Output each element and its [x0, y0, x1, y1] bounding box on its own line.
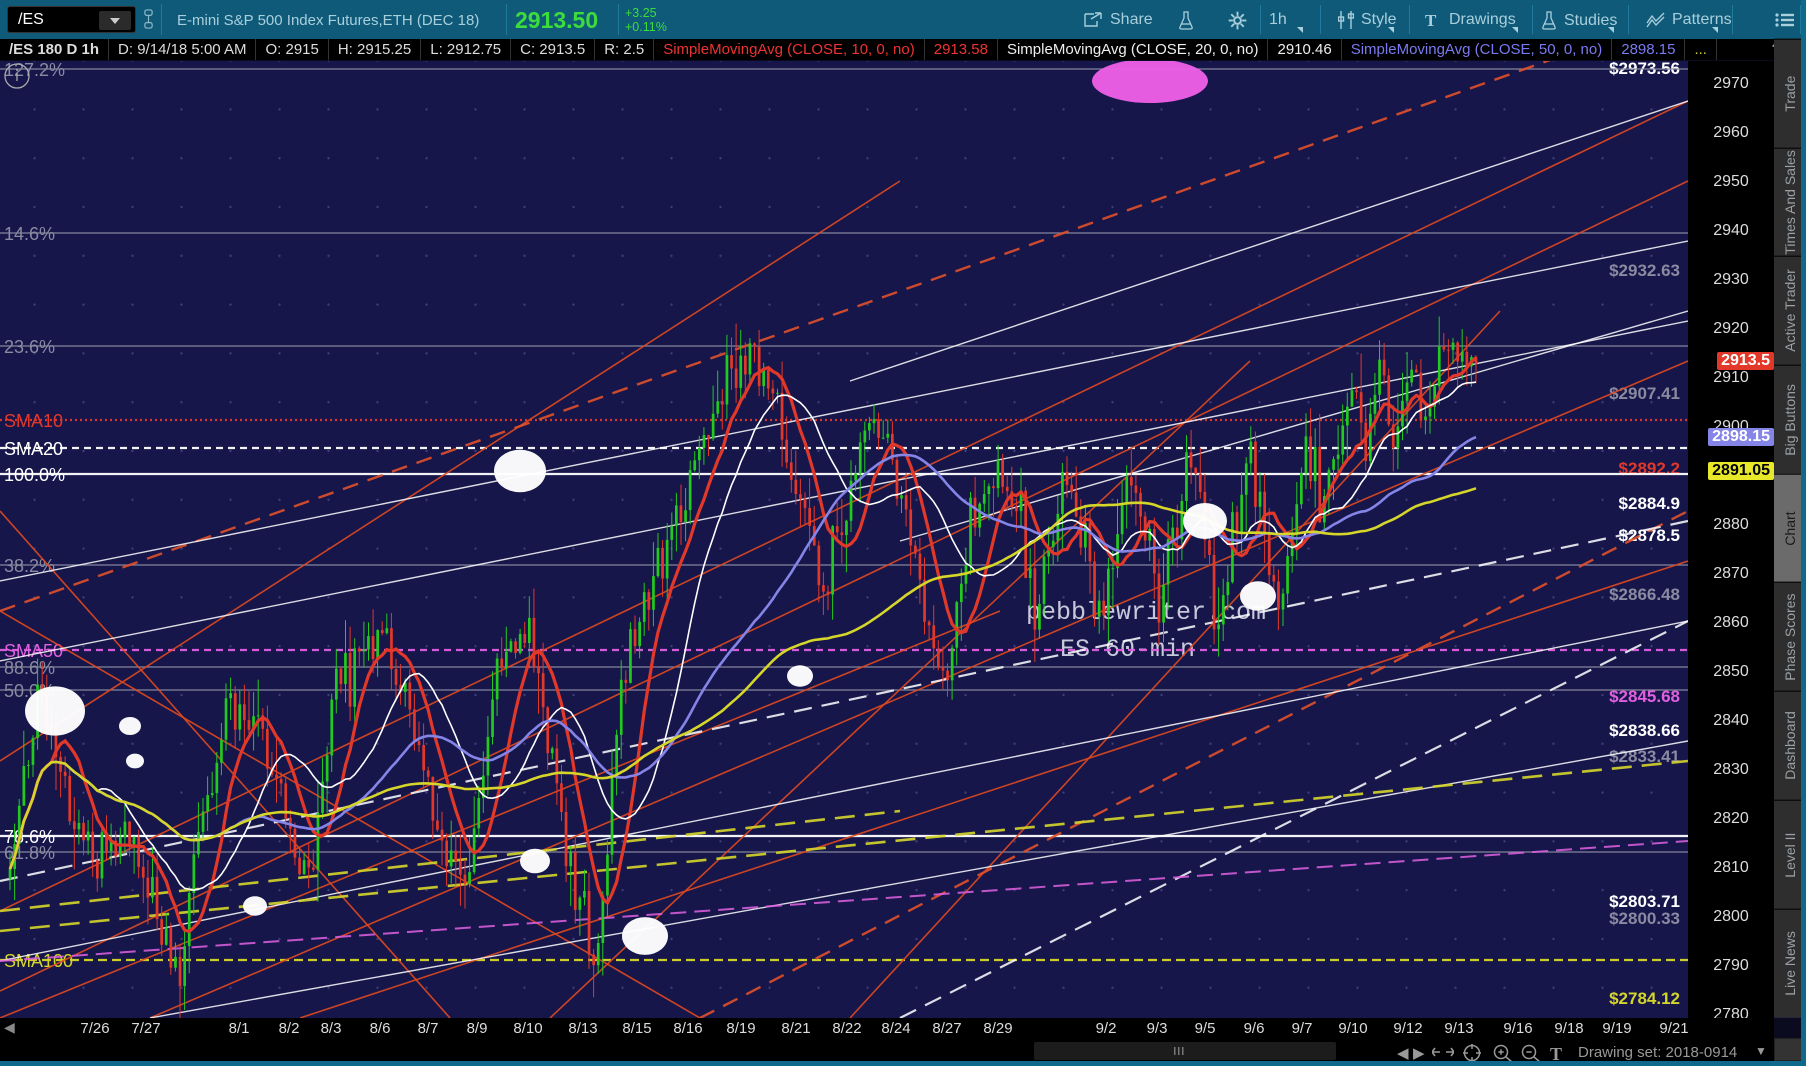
svg-text:T: T: [1425, 12, 1437, 29]
